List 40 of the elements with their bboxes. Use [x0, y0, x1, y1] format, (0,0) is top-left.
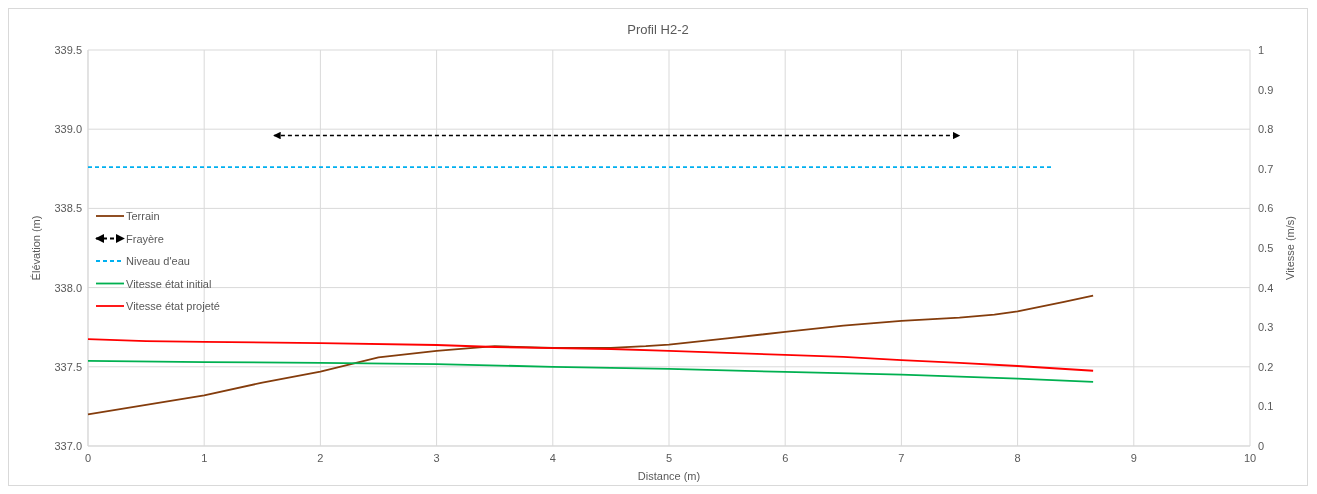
chart-title: Profil H2-2	[627, 22, 689, 37]
y2-tick-label: 0.6	[1258, 202, 1274, 215]
x-axis-title: Distance (m)	[637, 470, 701, 482]
x-tick-label: 3	[433, 452, 440, 464]
y2-tick-label: 0.1	[1258, 400, 1274, 413]
y-tick-label: 339.5	[54, 44, 82, 56]
y-axis-title: Élévation (m)	[30, 215, 42, 281]
y2-tick-label: 0.7	[1258, 162, 1274, 175]
y2-tick-label: 0.5	[1258, 242, 1274, 254]
y-tick-label: 338.0	[54, 281, 82, 294]
legend-label: Frayère	[126, 232, 164, 245]
line-series	[87, 359, 1095, 383]
legend-label: Niveau d'eau	[126, 255, 190, 267]
y2-tick-label: 0	[1258, 440, 1265, 452]
x-tick-label: 0	[84, 452, 92, 464]
line-series	[87, 294, 1095, 416]
x-tick-label: 5	[665, 452, 673, 464]
y-tick-label: 338.5	[54, 202, 82, 215]
y-tick-label: 337.0	[54, 440, 82, 452]
line-series	[87, 338, 1095, 372]
x-tick-label: 10	[1243, 452, 1257, 464]
y2-tick-label: 0.3	[1258, 321, 1274, 334]
x-tick-label: 8	[1014, 452, 1021, 464]
y2-tick-label: 0.9	[1258, 83, 1274, 96]
y2-tick-label: 1	[1258, 44, 1265, 56]
x-tick-label: 2	[317, 452, 324, 464]
x-tick-label: 6	[782, 452, 789, 464]
y2-axis-title: Vitesse (m/s)	[1284, 216, 1296, 280]
x-tick-label: 1	[201, 452, 208, 464]
y2-tick-label: 0.4	[1258, 281, 1274, 294]
y2-tick-label: 0.2	[1258, 360, 1274, 373]
x-tick-label: 4	[549, 452, 556, 464]
x-tick-label: 7	[898, 452, 905, 464]
legend-label: Terrain	[126, 210, 160, 222]
legend-label: Vitesse état projeté	[126, 300, 220, 312]
y-tick-label: 337.5	[54, 360, 82, 373]
y2-tick-label: 0.8	[1258, 123, 1274, 136]
legend-label: Vitesse état initial	[126, 277, 212, 290]
y-tick-label: 339.0	[54, 123, 82, 136]
x-tick-label: 9	[1130, 452, 1137, 464]
